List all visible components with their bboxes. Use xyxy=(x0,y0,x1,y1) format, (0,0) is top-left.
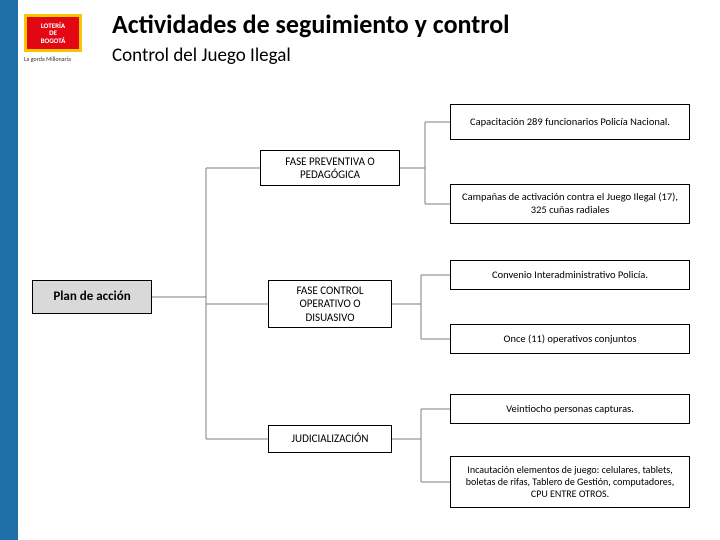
logo-tagline: La gorda Millonaria xyxy=(24,55,96,63)
logo: LOTERÍA DE BOGOTÁ La gorda Millonaria xyxy=(24,14,96,63)
connector-mid3 xyxy=(392,409,450,482)
node-leaf1: Capacitación 289 funcionarios Policía Na… xyxy=(450,104,690,140)
accent-bar xyxy=(0,0,18,540)
connector-root xyxy=(152,168,268,439)
page-title: Actividades de seguimiento y control xyxy=(112,8,510,40)
node-leaf3: Convenio Interadministrativo Policía. xyxy=(450,260,690,290)
node-leaf2: Campañas de activación contra el Juego I… xyxy=(450,184,690,224)
connector-mid1 xyxy=(400,122,450,204)
node-root: Plan de acción xyxy=(32,280,152,314)
logo-line-3: BOGOTÁ xyxy=(41,37,66,44)
connector-mid2 xyxy=(392,275,450,339)
logo-rect: LOTERÍA DE BOGOTÁ xyxy=(24,14,82,52)
node-leaf6: Incautación elementos de juego: celulare… xyxy=(450,456,690,508)
node-leaf5: Veintiocho personas capturas. xyxy=(450,394,690,424)
node-mid3: JUDICIALIZACIÓN xyxy=(268,425,392,453)
node-leaf4: Once (11) operativos conjuntos xyxy=(450,324,690,354)
node-mid1: FASE PREVENTIVA O PEDAGÓGICA xyxy=(260,150,400,186)
page-subtitle: Control del Juego Ilegal xyxy=(112,44,291,67)
node-mid2: FASE CONTROL OPERATIVO O DISUASIVO xyxy=(268,280,392,328)
